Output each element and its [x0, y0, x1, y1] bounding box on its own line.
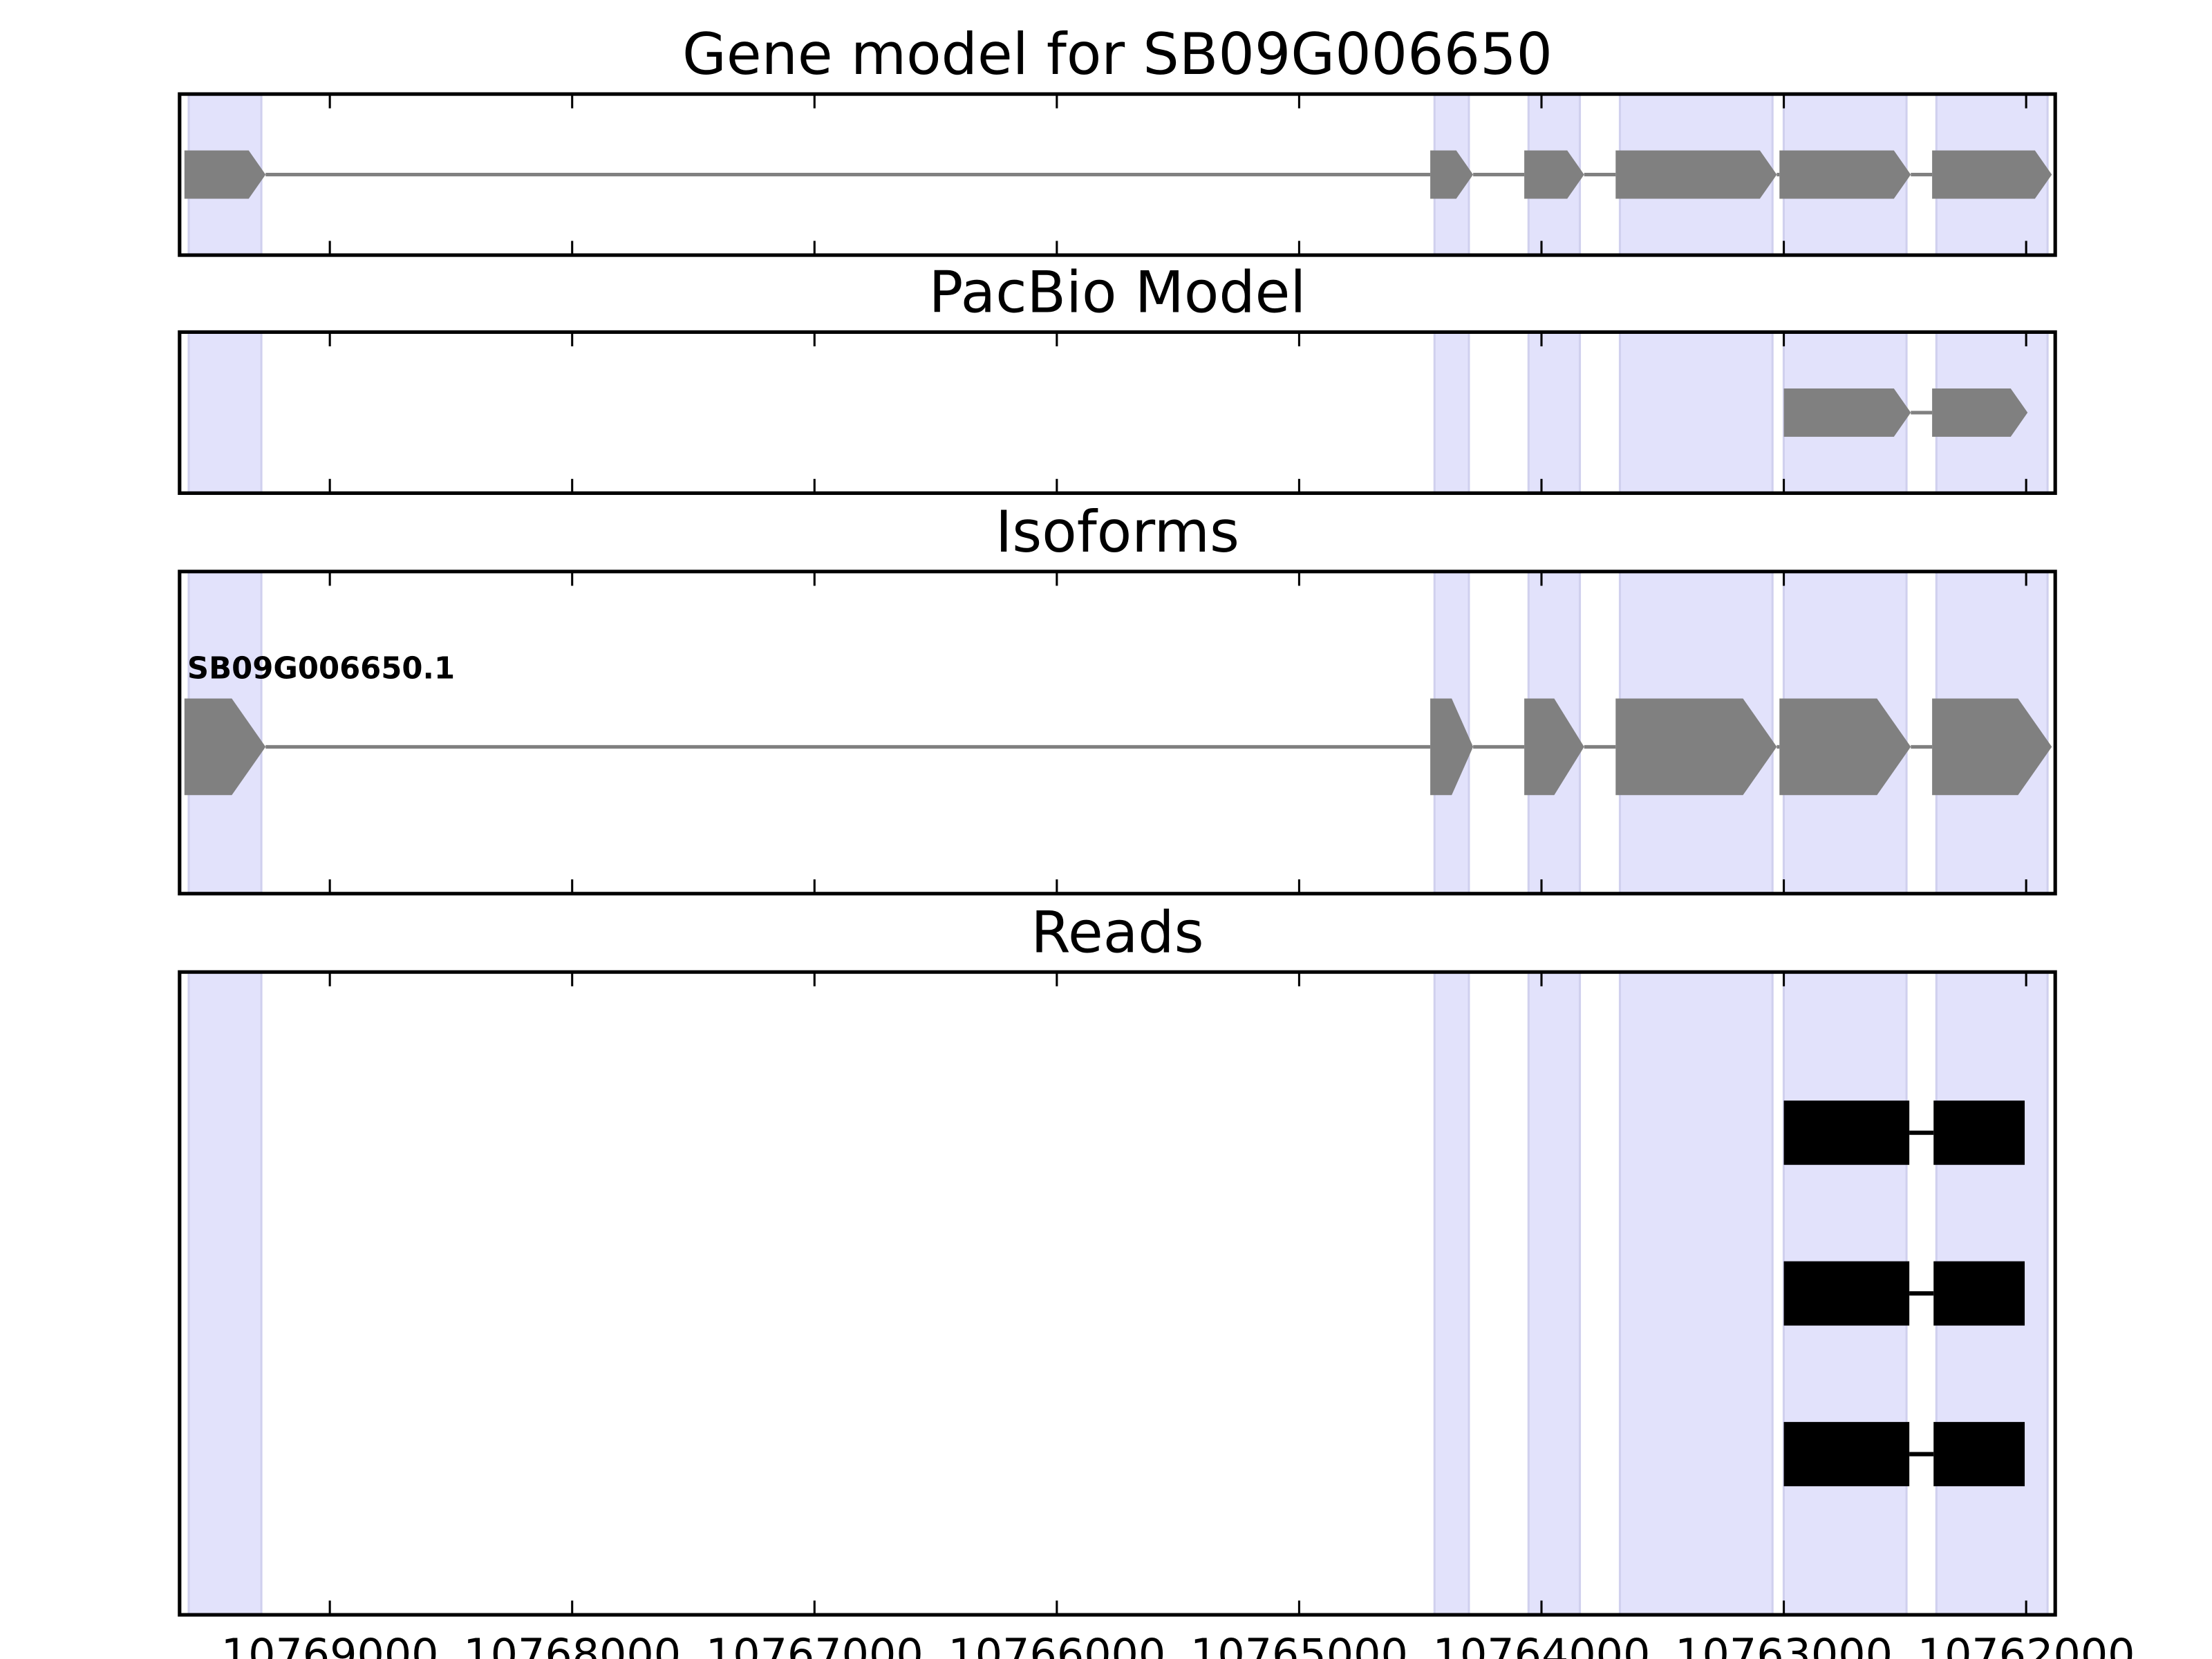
exon: [1615, 698, 1777, 796]
exon-shading: [187, 330, 263, 494]
read-block: [1783, 1100, 1910, 1165]
x-tick-label: 10769000: [221, 1629, 439, 1659]
read-block: [1933, 1422, 2025, 1487]
exon-shading: [1527, 330, 1582, 494]
exon: [1430, 150, 1474, 199]
exon: [1524, 698, 1584, 796]
exon-shading: [1433, 330, 1470, 494]
exon: [1524, 150, 1584, 199]
panel-frame: [178, 92, 2057, 257]
x-tick-label: 10763000: [1675, 1629, 1893, 1659]
x-tick-label: 10768000: [463, 1629, 681, 1659]
exon: [1615, 150, 1777, 199]
exon: [184, 150, 266, 199]
panel-frame: [178, 970, 2057, 1617]
x-tick-label: 10764000: [1433, 1629, 1651, 1659]
exon: [1430, 698, 1474, 796]
panel-title: PacBio Model: [929, 260, 1306, 326]
read-block: [1783, 1422, 1910, 1487]
x-tick-label: 10767000: [706, 1629, 924, 1659]
exon: [184, 698, 266, 796]
exon: [1932, 150, 2052, 199]
exon-shading: [1618, 330, 1774, 494]
panel-frame: [178, 330, 2057, 495]
x-tick-label: 10766000: [948, 1629, 1165, 1659]
isoform-label: SB09G006650.1: [187, 652, 455, 686]
read-block: [1933, 1261, 2025, 1326]
exon: [1779, 150, 1911, 199]
exon: [1932, 698, 2052, 796]
read-block: [1933, 1100, 2025, 1165]
exon-shading: [1433, 971, 1470, 1616]
panel-frame: [178, 570, 2057, 896]
panel-title: Isoforms: [995, 499, 1239, 565]
exon-shading: [1527, 971, 1582, 1616]
exon: [1932, 388, 2028, 437]
exon-shading: [1618, 971, 1774, 1616]
panel-title: Gene model for SB09G006650: [682, 21, 1553, 88]
x-tick-label: 10765000: [1190, 1629, 1408, 1659]
x-tick-label: 10762000: [1918, 1629, 2135, 1659]
read-block: [1783, 1261, 1910, 1326]
exon: [1779, 698, 1911, 796]
exon-shading: [187, 971, 263, 1616]
exon: [1783, 388, 1911, 437]
panel-title: Reads: [1031, 899, 1203, 966]
